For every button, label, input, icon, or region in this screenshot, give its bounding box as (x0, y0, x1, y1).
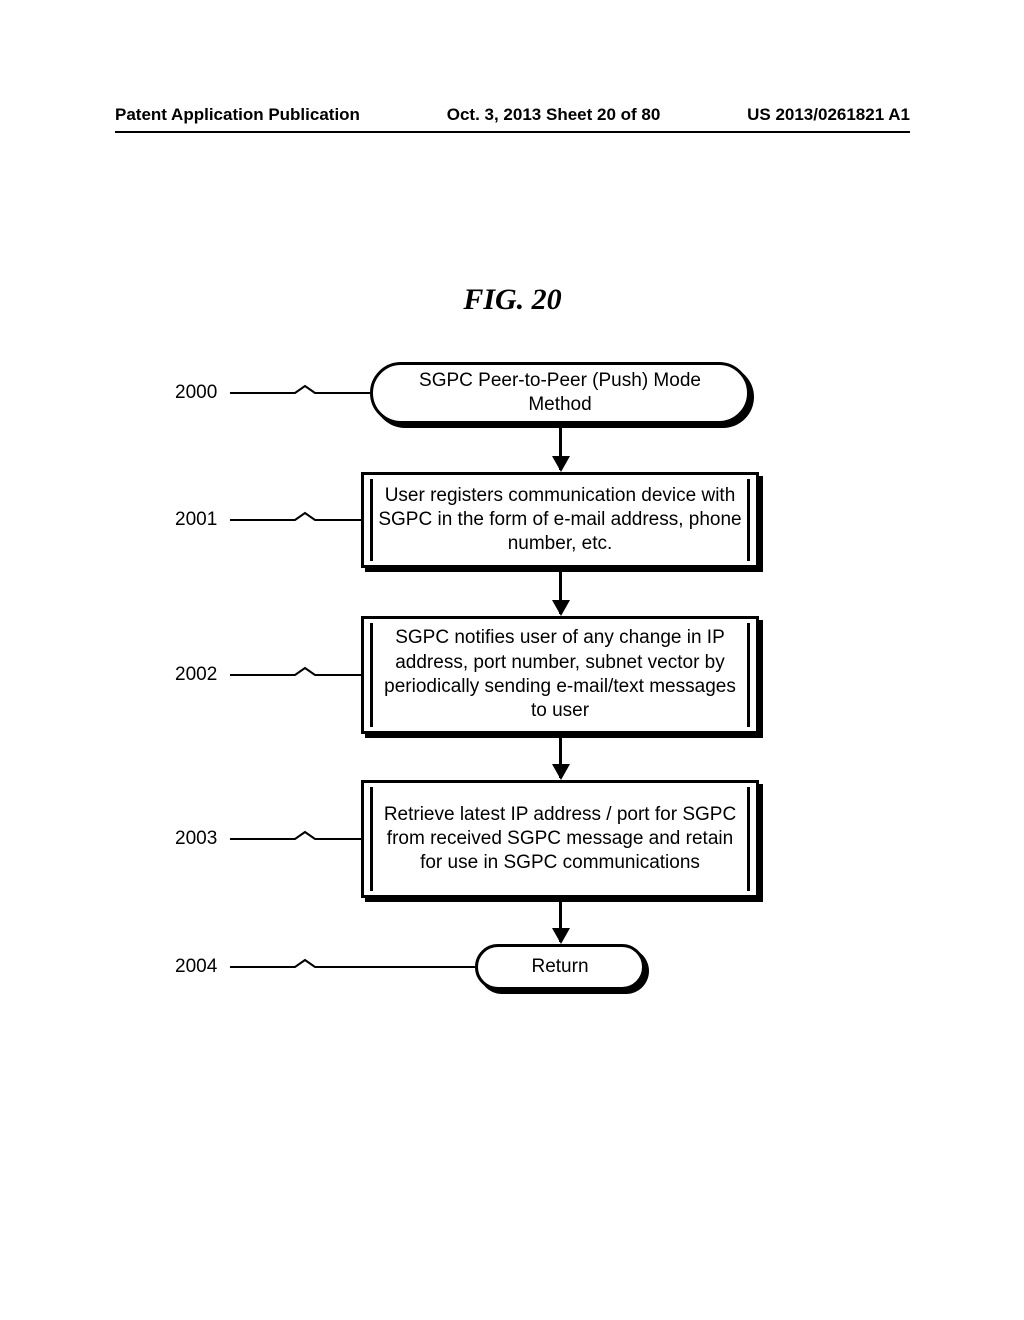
flow-node-step1: User registers communication device with… (361, 472, 759, 568)
ref-2002: 2002 (175, 664, 217, 686)
flow-node-step3: Retrieve latest IP address / port for SG… (361, 780, 759, 898)
leader-2003 (230, 828, 361, 843)
arrow-start-step1 (559, 428, 562, 470)
leader-2004 (230, 956, 475, 971)
page-header: Patent Application Publication Oct. 3, 2… (115, 105, 910, 133)
ref-2004: 2004 (175, 956, 217, 978)
flow-node-body-end: Return (475, 944, 645, 990)
leader-2001 (230, 509, 361, 524)
flow-node-end: Return (475, 944, 645, 990)
arrow-step3-end (559, 902, 562, 942)
header-right: US 2013/0261821 A1 (747, 105, 910, 125)
ref-2001: 2001 (175, 509, 217, 531)
figure-title: FIG. 20 (115, 283, 910, 317)
flow-node-body-step1: User registers communication device with… (361, 472, 759, 568)
flow-node-body-start: SGPC Peer-to-Peer (Push) Mode Method (370, 362, 750, 424)
header-left: Patent Application Publication (115, 105, 360, 125)
ref-2003: 2003 (175, 828, 217, 850)
page: Patent Application Publication Oct. 3, 2… (115, 105, 910, 1205)
flow-node-start: SGPC Peer-to-Peer (Push) Mode Method (370, 362, 750, 424)
flow-node-body-step3: Retrieve latest IP address / port for SG… (361, 780, 759, 898)
leader-2000 (230, 382, 370, 397)
flow-node-step2: SGPC notifies user of any change in IP a… (361, 616, 759, 734)
ref-2000: 2000 (175, 382, 217, 404)
leader-2002 (230, 664, 361, 679)
header-center: Oct. 3, 2013 Sheet 20 of 80 (447, 105, 661, 125)
arrow-step1-step2 (559, 572, 562, 614)
flowchart: SGPC Peer-to-Peer (Push) Mode Method 2000… (115, 362, 910, 1082)
arrow-step2-step3 (559, 738, 562, 778)
flow-node-body-step2: SGPC notifies user of any change in IP a… (361, 616, 759, 734)
